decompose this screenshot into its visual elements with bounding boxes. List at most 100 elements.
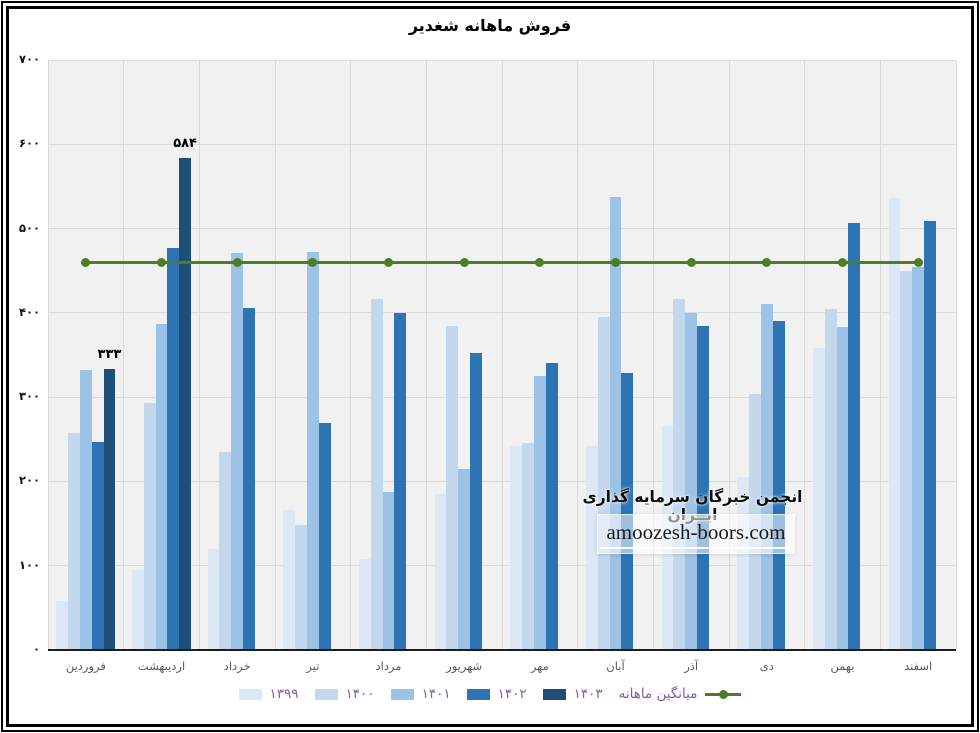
bar xyxy=(179,157,191,650)
average-marker xyxy=(232,257,242,267)
y-tick-label: ۳۰۰ xyxy=(18,389,40,404)
gridline-vertical xyxy=(350,60,352,650)
legend-label: ۱۴۰۰ xyxy=(345,686,375,702)
bar xyxy=(458,468,471,650)
bar xyxy=(382,491,395,650)
bar xyxy=(924,220,936,650)
bar-data-label: ۳۳۳ xyxy=(97,347,122,363)
gridline-vertical xyxy=(955,60,957,650)
x-category-label: فروردین xyxy=(65,659,106,673)
bar xyxy=(231,253,244,650)
gridline-vertical xyxy=(728,60,730,650)
bar xyxy=(888,198,901,650)
x-category-label: تیر xyxy=(306,659,320,673)
legend-label: ۱۳۹۹ xyxy=(269,686,299,702)
bar xyxy=(306,252,319,650)
gridline-vertical xyxy=(879,60,881,650)
gridline-vertical xyxy=(274,60,276,650)
legend-swatch-icon xyxy=(542,688,566,700)
gridline-vertical xyxy=(425,60,427,650)
bar xyxy=(295,525,307,650)
legend-item: ۱۴۰۲ xyxy=(466,686,527,702)
y-tick-label: ۶۰۰ xyxy=(18,136,40,151)
average-marker xyxy=(81,257,91,267)
bar xyxy=(824,308,837,650)
bar xyxy=(900,270,913,650)
legend-swatch-icon xyxy=(314,688,338,700)
bar xyxy=(219,451,232,650)
average-marker xyxy=(384,257,393,267)
gridline-vertical xyxy=(804,60,806,650)
x-category-label: دی xyxy=(759,659,774,673)
average-marker xyxy=(913,257,923,267)
bar xyxy=(912,266,925,650)
average-marker xyxy=(459,257,469,267)
watermark-site-box: amoozesh-boors.com xyxy=(597,514,795,554)
y-tick-label: ۲۰۰ xyxy=(18,473,40,488)
gridline-vertical xyxy=(577,60,579,650)
gridline-vertical xyxy=(652,60,654,650)
legend-label: میانگین ماهانه xyxy=(618,686,698,702)
average-marker xyxy=(535,257,545,267)
bar xyxy=(510,446,523,650)
y-tick-label: ۵۰۰ xyxy=(18,220,40,235)
bar xyxy=(621,372,634,650)
bar xyxy=(673,299,686,650)
legend-label: ۱۴۰۳ xyxy=(573,686,603,702)
x-category-label: بهمن xyxy=(830,659,855,673)
bar xyxy=(91,441,104,650)
legend-swatch-icon xyxy=(238,688,262,700)
bar xyxy=(370,299,383,650)
bar xyxy=(522,442,534,650)
bar-data-label: ۵۸۴ xyxy=(173,135,197,151)
bar xyxy=(56,601,69,650)
legend-item: ۱۴۰۰ xyxy=(314,686,375,702)
x-category-label: اسفند xyxy=(904,659,933,673)
x-category-label: شهریور xyxy=(446,659,483,673)
average-marker xyxy=(686,257,696,267)
bar xyxy=(283,510,296,650)
bar xyxy=(813,348,825,650)
bar xyxy=(155,323,168,650)
bar xyxy=(318,423,331,650)
bar xyxy=(697,325,709,650)
average-marker xyxy=(157,257,166,267)
gridline-vertical xyxy=(47,60,49,650)
legend-swatch-icon xyxy=(466,688,490,700)
x-category-label: خرداد xyxy=(223,659,251,673)
gridline-vertical xyxy=(198,60,200,650)
average-marker xyxy=(762,257,772,267)
bar xyxy=(470,353,482,650)
gridline-vertical xyxy=(501,60,503,650)
legend-line-marker-icon xyxy=(719,689,729,699)
x-category-label: آذر xyxy=(684,659,699,673)
average-line xyxy=(85,260,919,264)
bar xyxy=(772,321,785,650)
bar xyxy=(533,376,546,650)
bar xyxy=(132,569,144,650)
legend-line-icon xyxy=(705,689,742,699)
bar xyxy=(760,304,773,650)
bar xyxy=(446,326,459,650)
bar xyxy=(68,433,80,650)
y-tick-label: ۰ xyxy=(32,642,40,656)
x-category-label: مهر xyxy=(530,659,549,673)
x-category-label: اردیبهشت xyxy=(137,659,186,673)
bar xyxy=(103,369,116,650)
bar xyxy=(609,196,622,650)
average-marker xyxy=(611,257,620,267)
average-marker xyxy=(308,257,318,267)
gridline-vertical xyxy=(123,60,125,650)
bar xyxy=(737,477,750,650)
y-tick-label: ۷۰۰ xyxy=(18,52,40,66)
bar xyxy=(848,222,861,650)
y-tick-label: ۴۰۰ xyxy=(18,304,40,319)
legend-item: ۱۴۰۱ xyxy=(390,686,451,702)
average-marker xyxy=(838,257,847,267)
bar xyxy=(167,247,180,650)
watermark-site-url: amoozesh-boors.com xyxy=(600,520,792,549)
bar xyxy=(836,327,849,650)
legend-label: ۱۴۰۱ xyxy=(421,686,451,702)
x-category-label: مرداد xyxy=(375,659,402,673)
bar xyxy=(143,403,156,650)
